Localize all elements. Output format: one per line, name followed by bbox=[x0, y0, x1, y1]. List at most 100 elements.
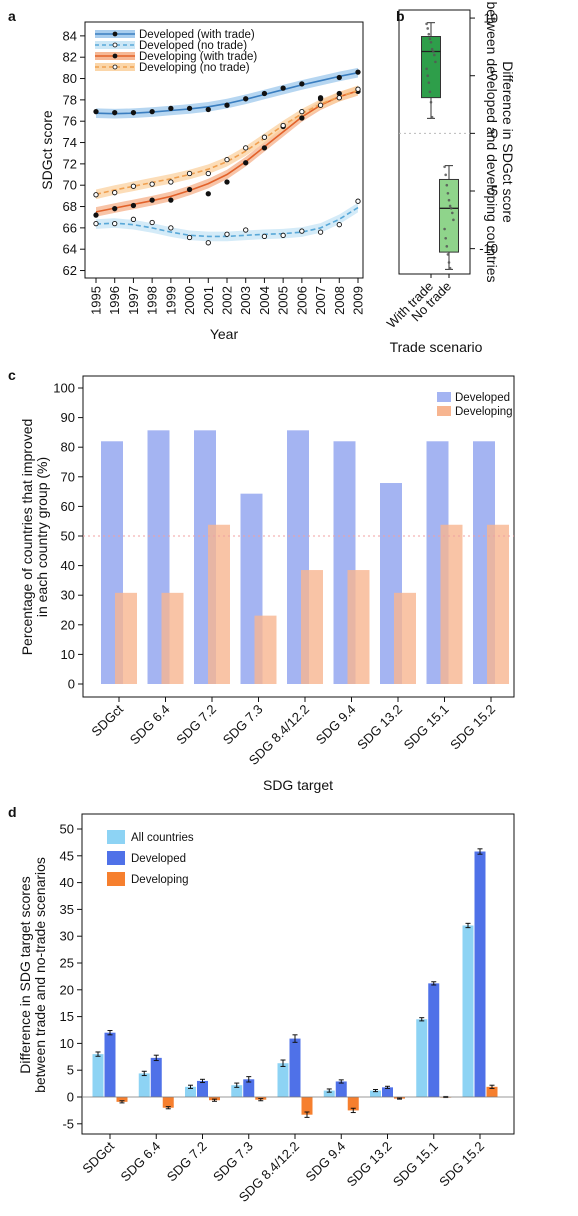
jitter-point bbox=[446, 192, 450, 195]
data-point bbox=[205, 191, 211, 197]
y-tick-label: 80 bbox=[63, 71, 77, 86]
data-point bbox=[280, 232, 286, 238]
data-point bbox=[168, 197, 174, 203]
data-point bbox=[168, 105, 174, 112]
y-tick-label: 82 bbox=[63, 50, 77, 65]
x-tick-label: SDG 7.2 bbox=[164, 1139, 210, 1185]
legend-marker-3 bbox=[112, 64, 118, 70]
jitter-point bbox=[425, 67, 428, 71]
x-tick-label: SDG 15.1 bbox=[401, 702, 452, 753]
bar-all-countries-6 bbox=[370, 1090, 381, 1097]
bar-developed-2 bbox=[197, 1080, 208, 1097]
data-point bbox=[168, 225, 174, 231]
y-tick-label: 10 bbox=[484, 11, 498, 26]
x-tick-label: 2008 bbox=[332, 286, 347, 315]
y-tick-label: 60 bbox=[61, 499, 75, 514]
bar-developed-8 bbox=[474, 851, 486, 1097]
data-point bbox=[243, 160, 249, 166]
jitter-point bbox=[426, 27, 430, 30]
data-point bbox=[299, 115, 305, 121]
jitter-point bbox=[433, 53, 436, 57]
data-point bbox=[186, 105, 193, 112]
y-tick-label: 0 bbox=[67, 1090, 74, 1105]
jitter-point bbox=[427, 32, 431, 36]
data-point bbox=[243, 96, 249, 102]
data-point bbox=[336, 90, 342, 97]
legend-swatch-1 bbox=[107, 851, 125, 865]
x-tick-label: 2002 bbox=[220, 286, 235, 315]
x-tick-label: SDGct bbox=[88, 701, 126, 739]
y-tick-label: 62 bbox=[63, 263, 77, 278]
y-tick-label: 78 bbox=[63, 92, 77, 107]
bar-developing-3 bbox=[254, 615, 277, 684]
x-tick-label: SDG 15.1 bbox=[390, 1139, 441, 1190]
jitter-point bbox=[449, 206, 453, 210]
bar-developing-8 bbox=[487, 524, 509, 684]
data-point bbox=[205, 106, 211, 113]
x-tick-label: 2007 bbox=[313, 286, 328, 315]
x-tick-label: 2006 bbox=[294, 286, 309, 315]
y-tick-label: 20 bbox=[61, 617, 75, 632]
y-tick-label: -5 bbox=[486, 183, 498, 198]
jitter-point bbox=[430, 47, 434, 51]
data-point bbox=[112, 190, 118, 196]
jitter-point bbox=[428, 90, 432, 94]
x-axis-title: SDG target bbox=[263, 777, 333, 793]
y-tick-label: -5 bbox=[62, 1116, 74, 1131]
x-tick-label: 2001 bbox=[201, 286, 216, 315]
bar-all-countries-3 bbox=[231, 1085, 243, 1097]
data-point bbox=[355, 69, 361, 75]
data-point bbox=[261, 90, 268, 97]
panel-label-a: a bbox=[8, 8, 16, 24]
bar-all-countries-1 bbox=[138, 1073, 150, 1097]
y-tick-label: 70 bbox=[61, 469, 75, 484]
data-point bbox=[149, 181, 155, 187]
x-tick-label: SDG 7.2 bbox=[173, 702, 219, 748]
legend-label-1: Developed (no trade) bbox=[139, 40, 247, 52]
legend-marker-0 bbox=[112, 31, 118, 37]
bar-all-countries-2 bbox=[185, 1086, 196, 1097]
y-axis-title-line-2: in each country group (%) bbox=[34, 457, 50, 617]
data-point bbox=[112, 220, 118, 227]
data-point bbox=[243, 145, 249, 151]
y-axis-title-line-1: Percentage of countries that improved bbox=[19, 419, 35, 656]
panel-a-line-chart: 62 64 66 68 70 72 74 76 78 80 82 84 1995 1996 1997 1998… bbox=[39, 21, 366, 342]
plot-frame bbox=[84, 21, 364, 279]
jitter-point bbox=[444, 236, 448, 240]
y-tick-label: 5 bbox=[491, 68, 498, 83]
x-tick-label: 2000 bbox=[182, 286, 197, 315]
jitter-point bbox=[428, 37, 432, 41]
data-point bbox=[224, 102, 230, 108]
data-point bbox=[299, 81, 305, 87]
jitter-point bbox=[427, 81, 431, 84]
bar-developed-3 bbox=[243, 1079, 255, 1097]
x-axis-title: Trade scenario bbox=[390, 339, 483, 355]
y-tick-label: 50 bbox=[61, 529, 75, 544]
x-tick-label: SDG 9.4 bbox=[303, 1139, 349, 1185]
data-point bbox=[317, 96, 324, 102]
x-tick-label: 1999 bbox=[163, 286, 178, 315]
y-axis-title-line-2: between trade and no-trade scenarios bbox=[32, 857, 48, 1093]
x-tick-label: 2009 bbox=[351, 286, 366, 315]
bar-developing-0 bbox=[116, 1097, 128, 1102]
jitter-point bbox=[429, 40, 433, 44]
data-point bbox=[205, 240, 211, 246]
bar-developed-7 bbox=[428, 983, 440, 1097]
bar-all-countries-4 bbox=[277, 1063, 289, 1097]
data-point bbox=[93, 212, 99, 218]
y-tick-label: 20 bbox=[60, 982, 74, 997]
data-point bbox=[149, 197, 155, 203]
bar-developing-5 bbox=[347, 570, 370, 684]
y-tick-label: 5 bbox=[67, 1063, 74, 1078]
x-tick-label: SDG 7.3 bbox=[220, 702, 266, 748]
data-point bbox=[93, 192, 99, 198]
y-axis-title-line-2: between developed and developing countri… bbox=[484, 2, 500, 283]
jitter-point bbox=[445, 183, 449, 187]
jitter-point bbox=[447, 261, 451, 264]
data-point bbox=[93, 220, 99, 227]
y-axis-title: Difference in SDGct scorebetween develop… bbox=[484, 2, 516, 283]
panel-label-b: b bbox=[396, 8, 405, 24]
y-tick-label: 40 bbox=[61, 558, 75, 573]
legend-label-2: Developing bbox=[131, 874, 189, 886]
